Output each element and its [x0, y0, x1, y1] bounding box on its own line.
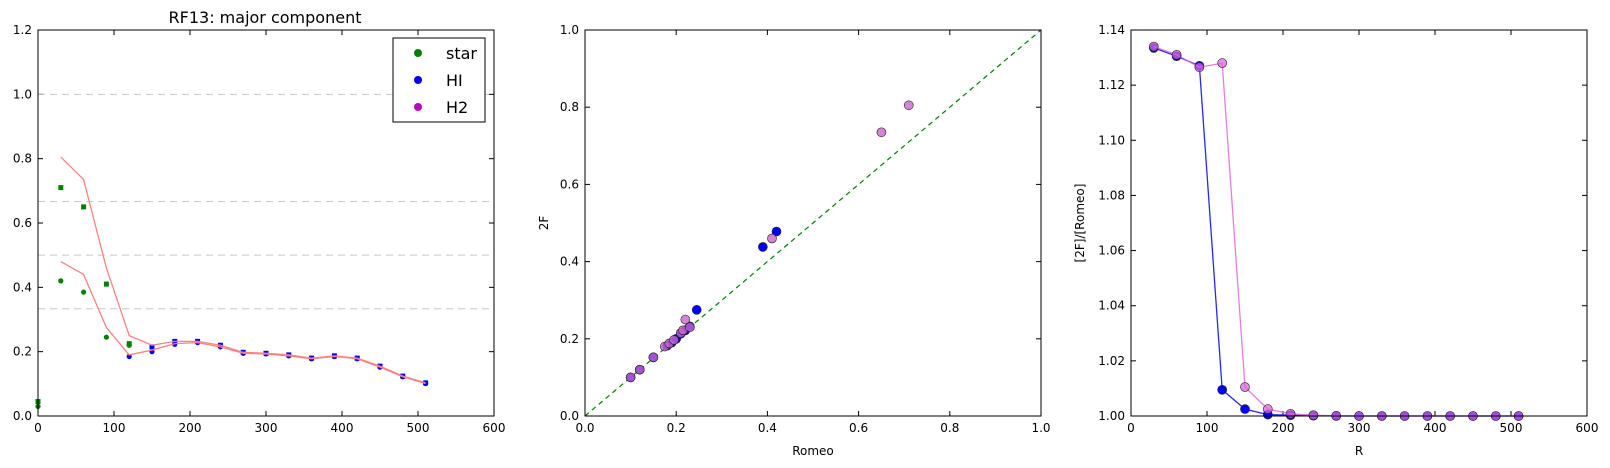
data-point [1194, 62, 1205, 73]
y-tick-label: 1.06 [1098, 244, 1125, 258]
data-point [903, 100, 914, 111]
panel-ratio: 0 100 200 300 400 500 600 1.00 1.02 1.04 1.06 1.08 1… [1073, 23, 1598, 458]
y-tick-label: 1.10 [1098, 133, 1125, 147]
x-tick-label: 0 [34, 421, 42, 435]
data-point-square [126, 341, 132, 347]
data-point [1149, 41, 1159, 52]
y-tick-label: 0.4 [560, 255, 579, 269]
x-tick-label: 400 [331, 421, 354, 435]
panel2-frame [584, 29, 1042, 417]
model-line [60, 156, 426, 384]
x-tick-label: 600 [1576, 421, 1599, 435]
x-tick-label: 100 [103, 421, 126, 435]
x-tick-label: 200 [179, 421, 202, 435]
x-tick-label: 500 [407, 421, 430, 435]
y-tick-label: 1.02 [1098, 354, 1125, 368]
data-point [685, 322, 695, 333]
data-point [1217, 58, 1227, 68]
x-tick-label: 0.6 [849, 421, 868, 435]
data-point [1263, 404, 1273, 414]
data-point [767, 233, 777, 244]
panel-romeo-vs-2f: 0.0 0.2 0.4 0.6 0.8 1.0 0.0 0.2 0.4 0.6 0.8 1.0 Rom… [537, 23, 1051, 458]
y-tick-label: 1.0 [560, 23, 579, 37]
x-tick-label: 100 [1196, 421, 1219, 435]
panel1-legend: star HI H2 [392, 37, 486, 123]
y-tick-label: 1.08 [1098, 188, 1125, 202]
y-tick-label: 0.8 [13, 152, 32, 166]
data-point [81, 289, 87, 295]
data-point [758, 242, 768, 252]
x-tick-label: 0.2 [667, 421, 686, 435]
data-point-square [81, 204, 87, 210]
x-tick-label: 0 [1127, 421, 1135, 435]
y-tick-label: 1.00 [1098, 409, 1125, 423]
x-tick-label: 0.0 [575, 421, 594, 435]
y-tick-label: 1.0 [13, 87, 32, 101]
data-point [58, 278, 64, 284]
data-point [1240, 382, 1250, 392]
y-tick-label: 1.12 [1098, 78, 1125, 92]
data-point-square [149, 344, 155, 350]
legend-box [392, 37, 486, 123]
y-tick-label: 1.04 [1098, 299, 1125, 313]
data-point [680, 314, 691, 325]
data-point [103, 334, 109, 340]
data-point [691, 305, 702, 315]
panel3-frame [1130, 29, 1588, 417]
x-tick-label: 400 [1424, 421, 1447, 435]
panel2-xlabel: Romeo [792, 444, 834, 458]
data-point [771, 226, 782, 237]
data-point-square [58, 185, 64, 191]
series-line [1153, 47, 1519, 417]
y-tick-label: 0.8 [560, 100, 579, 114]
x-tick-label: 1.0 [1031, 421, 1050, 435]
y-tick-label: 0.6 [560, 177, 579, 191]
y-tick-label: 0.0 [560, 409, 579, 423]
y-tick-label: 0.6 [13, 216, 32, 230]
legend-h2-label: H2 [446, 98, 468, 117]
data-point [1240, 404, 1250, 414]
identity-diagonal [584, 29, 1042, 417]
legend-star-label: star [446, 44, 477, 63]
panel1-title: RF13: major component [169, 8, 362, 27]
series-line [1153, 45, 1519, 417]
data-point-square [103, 281, 109, 287]
legend-hi-marker [414, 76, 422, 84]
x-tick-label: 600 [483, 421, 506, 435]
data-point [634, 364, 645, 375]
legend-h2-marker [414, 103, 422, 111]
panel3-ylabel: [2F]/[Romeo] [1073, 184, 1087, 263]
y-tick-label: 0.2 [560, 332, 579, 346]
x-tick-label: 0.4 [758, 421, 777, 435]
data-point [1308, 410, 1319, 420]
data-point [625, 372, 636, 383]
panel3-xlabel: R [1355, 444, 1363, 458]
data-point [648, 352, 659, 363]
data-point [1285, 408, 1296, 419]
panel1-frame [37, 29, 495, 417]
data-point [669, 335, 679, 345]
y-tick-label: 0.4 [13, 280, 32, 294]
panel-major-component: RF13: major component 0 100 200 300 400 500 60… [13, 8, 506, 435]
y-tick-label: 0.0 [13, 409, 32, 423]
y-tick-label: 0.2 [13, 345, 32, 359]
legend-hi-label: HI [446, 71, 463, 90]
y-tick-label: 1.14 [1098, 23, 1125, 37]
x-tick-label: 200 [1272, 421, 1295, 435]
data-point [1171, 50, 1182, 60]
x-tick-label: 0.8 [940, 421, 959, 435]
x-tick-label: 500 [1500, 421, 1523, 435]
x-tick-label: 300 [255, 421, 278, 435]
y-tick-label: 1.2 [13, 23, 32, 37]
model-line [60, 261, 426, 385]
data-point [1217, 385, 1227, 395]
data-point [876, 127, 887, 138]
x-tick-label: 300 [1348, 421, 1371, 435]
panel2-ylabel: 2F [537, 216, 551, 231]
legend-star-marker [414, 49, 422, 57]
